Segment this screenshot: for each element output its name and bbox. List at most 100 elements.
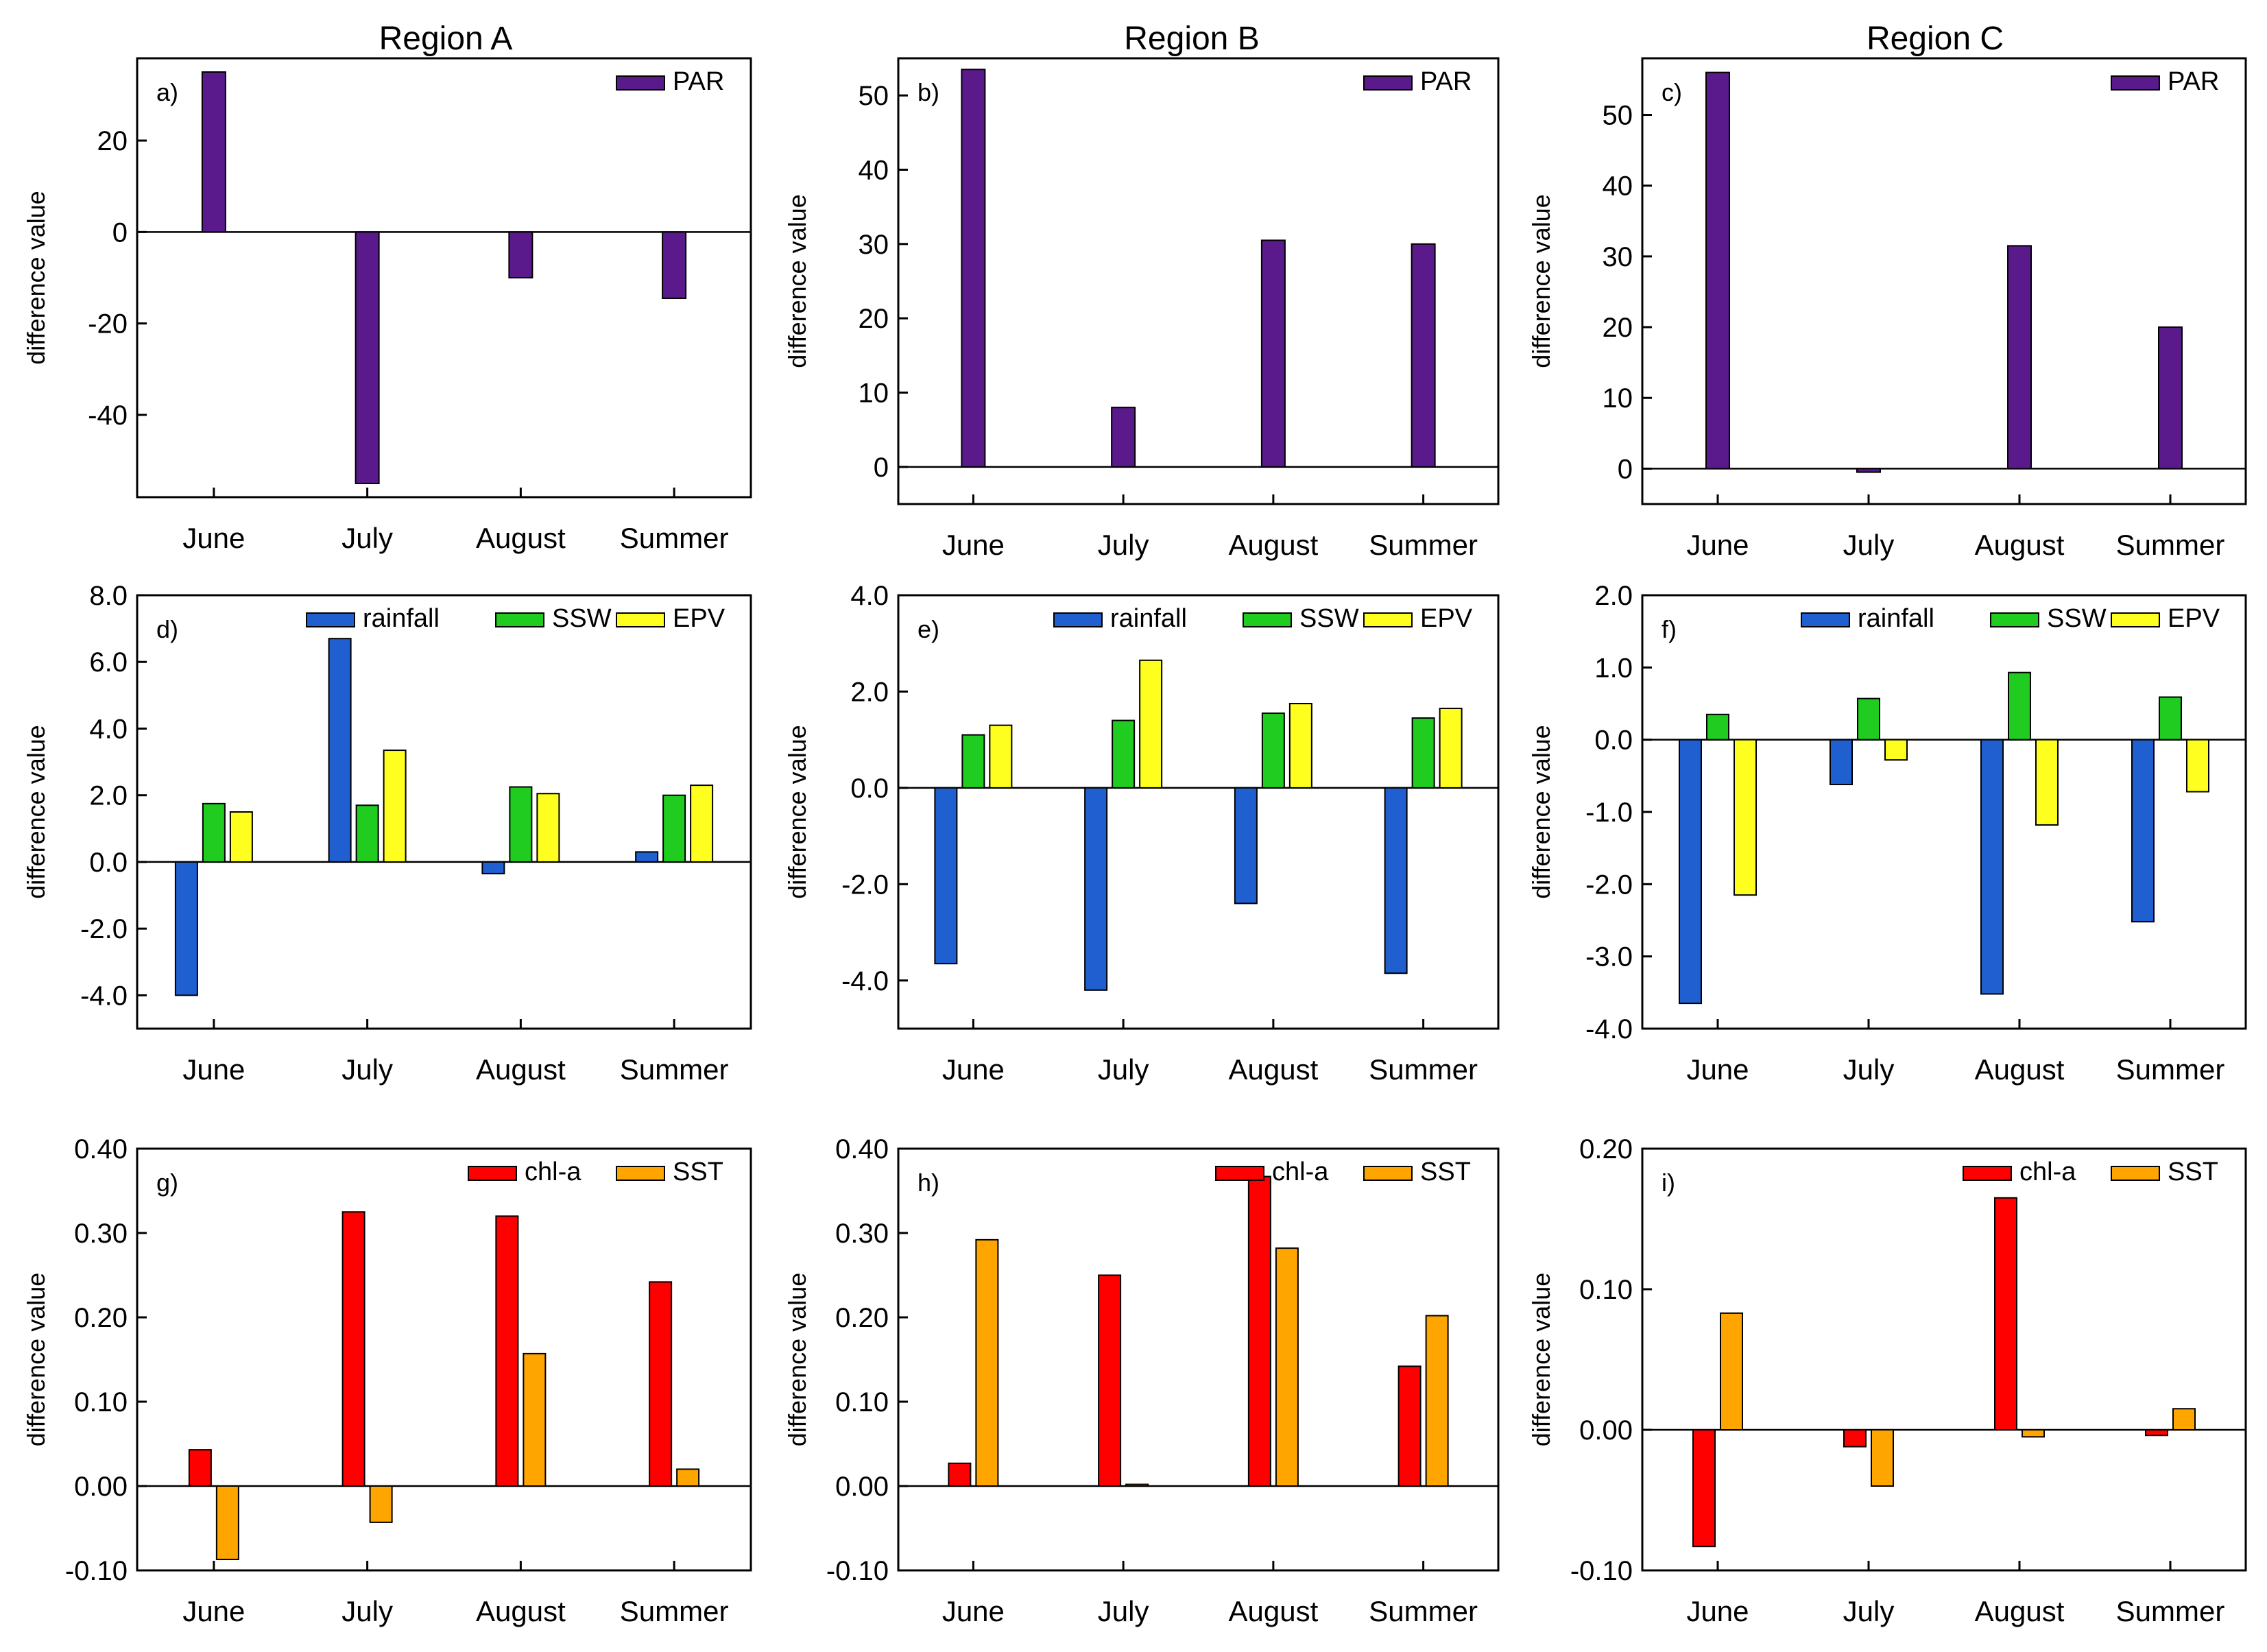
y-tick-label: 0: [1618, 454, 1633, 484]
bar-rainfall-june: [174, 861, 198, 996]
bar-rainfall-august: [481, 861, 505, 874]
x-category-label: July: [1843, 529, 1895, 561]
y-tick-label: 50: [859, 81, 889, 111]
y-tick-label: 0.0: [1594, 726, 1633, 756]
legend-label-chl-a: chl-a: [1272, 1158, 1329, 1186]
panel-g: 0.40 0.30 0.20 0.10 0.00 -0.10 difference valu…: [22, 1134, 752, 1627]
x-category-label: June: [942, 1053, 1005, 1086]
bar-ssw-summer: [2159, 696, 2182, 741]
y-tick-label: 8.0: [89, 581, 128, 611]
panel-label: b): [917, 78, 939, 106]
bar-sst-august: [2022, 1429, 2045, 1438]
bar-epv-august: [1288, 703, 1312, 789]
y-tick-label: -0.10: [826, 1556, 889, 1586]
panel-label: c): [1662, 78, 1682, 106]
panel-g-frame: [136, 1147, 752, 1572]
panel-e: 4.0 2.0 0.0 -2.0 -4.0 difference value e) June J…: [783, 581, 1500, 1086]
bar-ssw-july: [1857, 697, 1880, 741]
bar-par-august: [1260, 239, 1286, 468]
bar-epv-summer: [690, 785, 714, 863]
bar-sst-august: [1275, 1247, 1299, 1487]
panel-label: h): [917, 1169, 939, 1197]
y-tick-label: 6.0: [89, 647, 128, 678]
bar-epv-summer: [2186, 739, 2209, 793]
panel-b: 50 40 30 20 10 0 difference value b) June July Aug…: [783, 57, 1500, 561]
bar-ssw-june: [961, 734, 985, 789]
x-category-label: July: [1098, 529, 1149, 561]
bar-rainfall-summer: [1384, 787, 1408, 974]
panel-f: 2.0 1.0 0.0 -1.0 -2.0 -3.0 -4.0 difference valu…: [1527, 581, 2247, 1086]
bar-rainfall-august: [1234, 787, 1258, 905]
y-tick-label: 0.20: [1579, 1134, 1633, 1164]
legend-swatch-sst: [2111, 1166, 2160, 1181]
bar-sst-june: [215, 1485, 239, 1561]
bar-ssw-june: [202, 802, 226, 863]
bar-epv-june: [1734, 739, 1757, 896]
panel-label: i): [1662, 1169, 1675, 1197]
legend-swatch-rainfall: [1053, 612, 1103, 627]
y-tick-label: 20: [1603, 313, 1633, 343]
panel-d-frame: [136, 594, 752, 1030]
legend-swatch-ssw: [1990, 612, 2039, 627]
y-axis-title: difference value: [783, 1273, 811, 1447]
x-category-label: July: [341, 1053, 393, 1086]
x-category-label: August: [476, 1595, 566, 1627]
x-category-label: June: [182, 1053, 245, 1086]
x-category-label: July: [1098, 1595, 1149, 1627]
bar-chl-a-june: [1692, 1429, 1716, 1548]
x-category-label: July: [341, 1595, 393, 1627]
bar-ssw-august: [1261, 713, 1285, 789]
x-category-label: August: [1975, 529, 2065, 561]
bar-sst-july: [1125, 1483, 1149, 1487]
y-tick-label: 30: [1603, 242, 1633, 272]
y-tick-label: -0.10: [1570, 1556, 1633, 1586]
y-tick-label: -1.0: [1585, 798, 1633, 828]
y-tick-label: 0.30: [74, 1219, 128, 1249]
legend-swatch-ssw: [1243, 612, 1292, 627]
legend-swatch-epv: [2111, 612, 2160, 627]
legend-label-ssw: SSW: [1299, 604, 1359, 633]
y-tick-label: 0.00: [1579, 1415, 1633, 1446]
region-title-a: Region A: [379, 21, 513, 57]
y-axis-title: difference value: [1527, 725, 1555, 899]
region-title-c: Region C: [1867, 21, 2004, 57]
y-tick-label: 10: [859, 379, 889, 409]
y-tick-label: -2.0: [80, 914, 128, 944]
x-category-label: Summer: [1369, 1595, 1478, 1627]
bar-chl-a-summer: [2145, 1429, 2168, 1437]
bar-chl-a-july: [1843, 1429, 1867, 1448]
bar-chl-a-august: [1994, 1197, 2017, 1430]
legend-label-sst: SST: [2168, 1158, 2218, 1186]
y-axis-title: difference value: [783, 194, 811, 368]
bar-par-august: [2007, 245, 2032, 470]
x-category-label: Summer: [2116, 1053, 2225, 1086]
panel-label: d): [156, 615, 178, 643]
legend-swatch-rainfall: [306, 612, 355, 627]
bar-epv-july: [1139, 659, 1163, 789]
legend-label-ssw: SSW: [552, 604, 612, 633]
y-tick-label: 50: [1603, 101, 1633, 131]
x-category-label: Summer: [620, 1053, 729, 1086]
bar-chl-a-june: [188, 1449, 212, 1487]
panel-c: 50 40 30 20 10 0 difference value c) June July Aug…: [1527, 57, 2247, 561]
y-tick-label: -4.0: [80, 981, 128, 1011]
bar-sst-summer: [1425, 1315, 1449, 1487]
y-tick-label: -2.0: [1585, 870, 1633, 900]
x-category-label: July: [1098, 1053, 1149, 1086]
bar-sst-june: [1720, 1312, 1743, 1430]
y-tick-label: 0.40: [74, 1134, 128, 1164]
legend-swatch-sst: [616, 1166, 665, 1181]
legend-label-chl-a: chl-a: [2019, 1158, 2076, 1186]
bar-epv-august: [536, 793, 560, 863]
y-tick-label: 40: [859, 156, 889, 186]
bar-par-july: [1856, 468, 1881, 473]
bar-rainfall-june: [934, 787, 958, 965]
bar-chl-a-august: [495, 1215, 519, 1487]
y-axis-title: difference value: [1527, 194, 1555, 368]
x-category-label: July: [341, 522, 393, 554]
y-tick-label: 2.0: [850, 677, 889, 707]
x-category-label: Summer: [1369, 529, 1478, 561]
y-tick-label: -40: [88, 400, 128, 431]
x-category-label: Summer: [620, 1595, 729, 1627]
